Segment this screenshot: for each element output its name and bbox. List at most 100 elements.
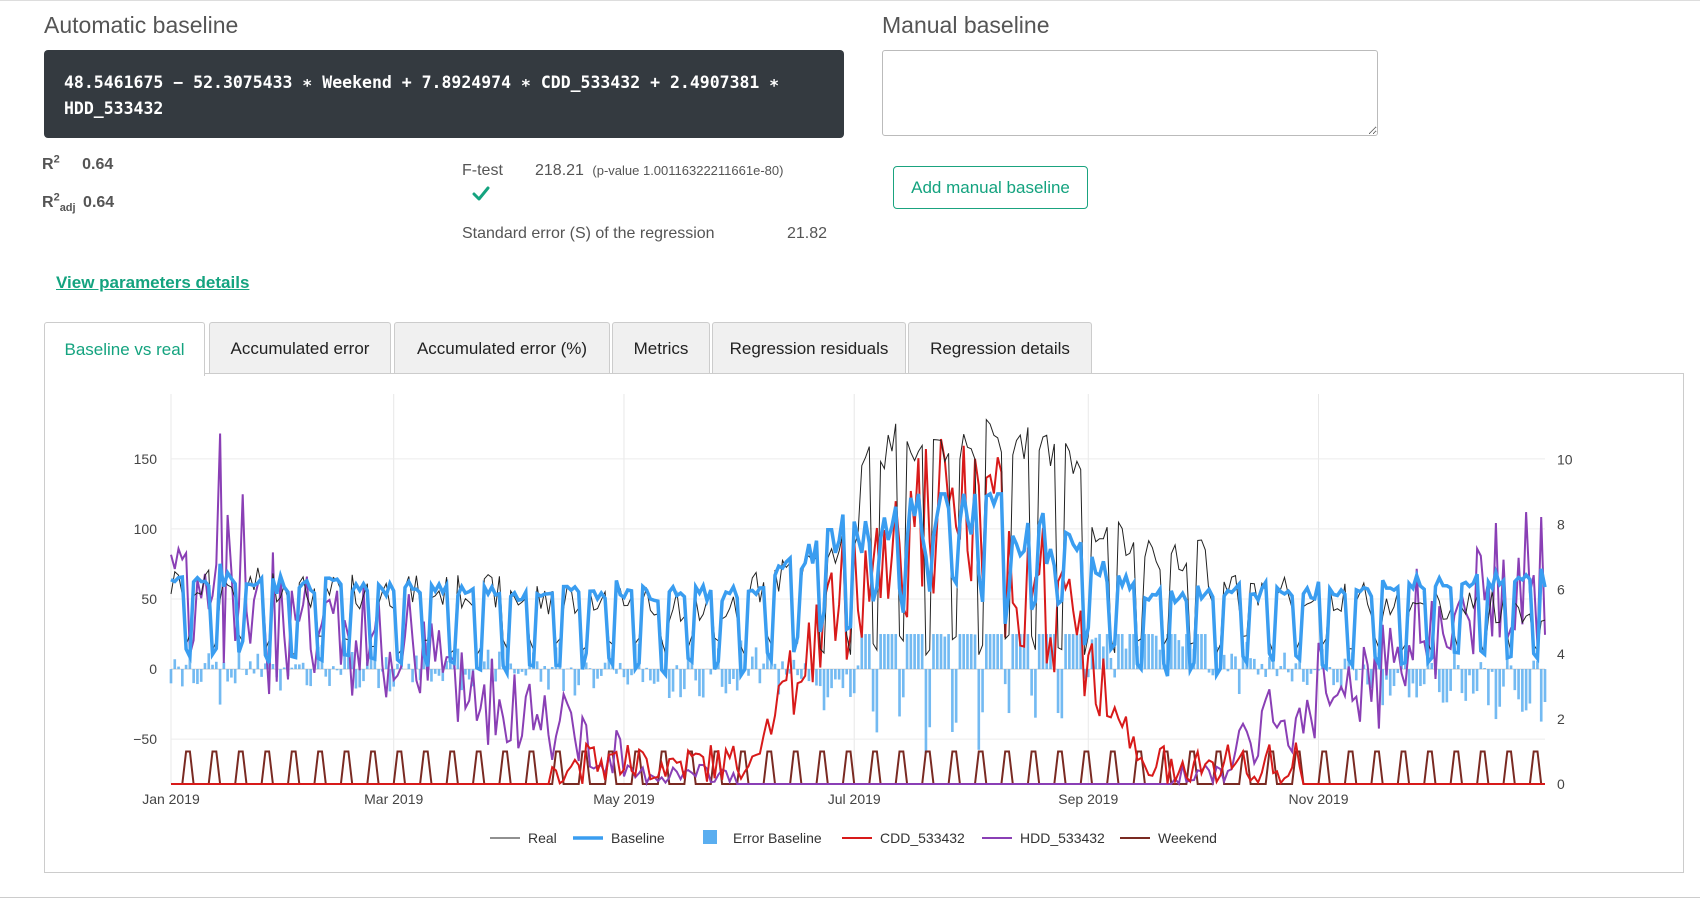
error-bar [562,669,565,691]
error-bar [373,656,377,670]
error-bar [494,669,497,682]
error-bar [1056,669,1060,714]
add-manual-baseline-button[interactable]: Add manual baseline [893,166,1088,209]
y-right-tick-label: 6 [1557,581,1565,597]
error-bar [1539,669,1543,722]
error-bar [796,669,799,676]
error-bar [1207,669,1211,673]
error-bar [230,669,233,678]
error-bar [305,669,309,686]
error-bar [656,669,660,682]
tab-regression-details[interactable]: Regression details [908,322,1092,374]
error-bar [1234,656,1237,670]
tab-baseline-vs-real[interactable]: Baseline vs real [44,322,205,376]
error-bar [747,669,750,676]
error-bar [588,668,592,670]
tab-metrics[interactable]: Metrics [612,322,710,374]
error-bar [358,669,362,688]
error-bar [1437,669,1441,693]
error-bar [184,664,188,670]
error-bar [679,669,682,698]
error-bar [1313,669,1317,671]
error-bar [868,634,871,670]
error-bar [845,669,848,675]
error-bar [1003,669,1007,685]
error-bar [758,669,762,684]
error-bar [233,669,237,684]
error-bar [509,663,513,670]
error-bar [852,669,856,694]
error-bar [913,634,916,670]
error-bar [728,669,731,685]
error-bar [309,669,312,687]
error-bar [1453,652,1456,670]
error-bar [883,634,886,670]
error-bar [1479,662,1483,670]
top-divider [0,0,1700,1]
error-bar [535,661,539,670]
error-bar [709,669,713,675]
error-bar [1226,669,1230,672]
error-bar [939,634,943,670]
error-bar [328,669,331,686]
error-bar [622,669,626,678]
error-bar [1102,646,1105,670]
error-bar [675,665,679,670]
error-bar [981,669,984,713]
error-bar [1094,637,1098,670]
error-bar [630,669,633,676]
error-bar [1441,669,1445,703]
error-bar [1332,669,1335,686]
view-parameters-details-link[interactable]: View parameters details [56,273,250,292]
error-bar [977,669,981,750]
manual-baseline-input[interactable] [882,50,1378,136]
error-bar [577,669,580,686]
formula-line-2: HDD_533432 [64,99,164,118]
error-bar [1279,666,1283,670]
error-bar [1211,669,1215,676]
error-bar [1011,634,1015,670]
se-label: Standard error (S) of the regression [462,225,715,242]
error-bar [1173,634,1177,670]
error-bar [766,651,769,670]
legend-label: Real [528,830,557,846]
error-bar [1521,669,1524,712]
error-bar [520,669,524,672]
error-bar [1362,664,1366,670]
error-bar [1532,660,1535,670]
error-bar [1328,666,1332,670]
error-bar [822,669,826,711]
tab-accumulated-error-pct[interactable]: Accumulated error (%) [394,322,610,374]
r2adj-stat: R2adj 0.64 [42,192,114,215]
error-bar [290,667,294,670]
error-bar [1336,669,1339,683]
error-bar [784,669,788,675]
error-bar [1132,634,1135,670]
error-bar [1475,669,1479,692]
error-bar [1200,634,1203,670]
error-bar [1471,669,1475,694]
error-bar [1392,669,1396,687]
error-bar [615,669,618,674]
error-bar [954,669,958,723]
error-bar [1445,669,1449,703]
error-bar [841,669,845,689]
error-bar [1494,669,1498,720]
weekend-line [171,750,1545,785]
error-bar [701,669,705,698]
error-bar [264,663,267,670]
r2adj-value: 0.64 [83,194,115,212]
error-bar [415,655,418,670]
tab-regression-residuals[interactable]: Regression residuals [712,322,906,374]
tab-accumulated-error[interactable]: Accumulated error [209,322,391,374]
error-bar [1396,669,1400,674]
error-bar [1158,649,1162,670]
error-bar [1143,634,1147,670]
error-bar [724,669,728,694]
error-bar [1271,660,1275,670]
error-bar [1064,634,1067,670]
error-bar [347,653,350,670]
error-bar [1249,658,1252,670]
hdd-line [170,433,1546,787]
error-bar [1105,634,1109,670]
